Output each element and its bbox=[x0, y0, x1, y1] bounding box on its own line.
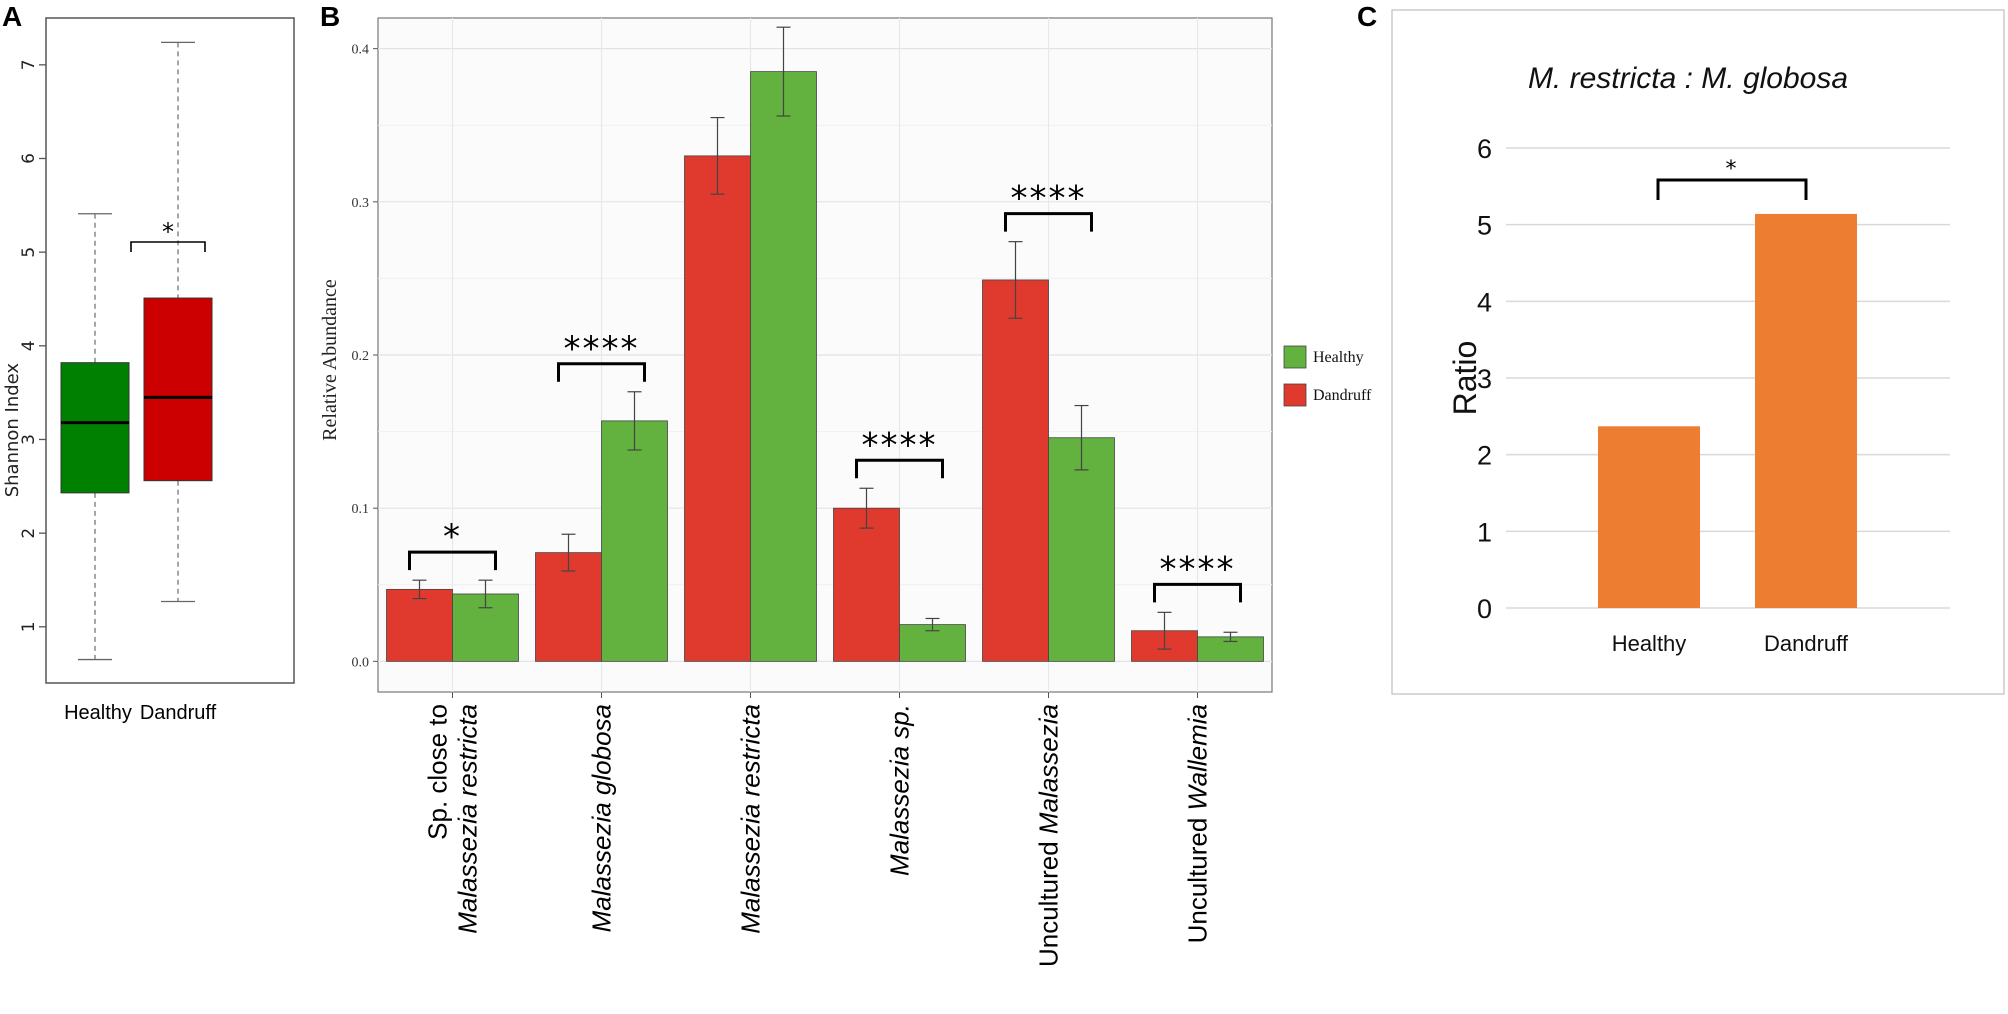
panel-a-y-tick-label: 7 bbox=[19, 59, 39, 70]
panel-b: B 0.00.10.20.30.4 ***************** Sp. … bbox=[319, 1, 1372, 967]
panel-a-y-tick-label: 6 bbox=[19, 153, 39, 164]
panel-b-category-label-part: Sp. close to bbox=[423, 704, 453, 840]
panel-a-y-tick-label: 5 bbox=[19, 247, 39, 258]
panel-b-significance-bracket bbox=[1153, 582, 1242, 603]
panel-a-y-tick-label: 3 bbox=[19, 434, 39, 445]
panel-a-box bbox=[143, 297, 213, 482]
panel-c-y-tick-label: 6 bbox=[1477, 134, 1492, 164]
panel-b-y-tick-label: 0.2 bbox=[352, 349, 370, 364]
panel-b-y-tick-label: 0.0 bbox=[352, 655, 370, 670]
panel-b-category-label: Uncultured Wallemia bbox=[1183, 704, 1213, 943]
panel-a-significance-label: * bbox=[162, 218, 174, 246]
panel-b-category-label-part: Uncultured bbox=[1183, 810, 1213, 943]
panel-b-significance-label: **** bbox=[1160, 549, 1236, 589]
panel-a-y-tick-label: 4 bbox=[19, 340, 39, 351]
panel-b-category-label-part: Uncultured bbox=[1034, 834, 1064, 967]
panel-a-letter: A bbox=[2, 1, 22, 32]
panel-b-significance-bracket bbox=[557, 362, 646, 382]
panel-b-letter: B bbox=[320, 1, 340, 32]
panel-b-legend-swatch-healthy bbox=[1283, 345, 1307, 369]
panel-b-significance-bracket bbox=[1004, 212, 1093, 232]
panel-b-category-label-part: Malassezia bbox=[1034, 704, 1064, 834]
panel-c-significance-label: * bbox=[1726, 157, 1737, 182]
panel-c-bar bbox=[1598, 426, 1700, 608]
panel-b-legend-label: Dandruff bbox=[1313, 387, 1372, 404]
panel-c-significance-bracket bbox=[1656, 178, 1808, 200]
panel-b-category-label-part: Malassezia restricta bbox=[453, 704, 483, 934]
panel-b-significance-label: **** bbox=[564, 329, 640, 369]
panel-b-legend-label: Healthy bbox=[1313, 349, 1364, 366]
panel-b-significance-label: **** bbox=[1011, 179, 1087, 219]
panel-b-bar-healthy bbox=[601, 420, 668, 662]
panel-b-y-tick-label: 0.4 bbox=[352, 43, 370, 58]
panel-c-category-label: Dandruff bbox=[1764, 631, 1849, 656]
panel-a-y-tick-label: 1 bbox=[19, 621, 39, 632]
panel-c-y-tick-label: 2 bbox=[1477, 441, 1492, 471]
panel-b-bar-dandruff bbox=[833, 507, 900, 662]
panel-b-category-label-part: Malassezia globosa bbox=[587, 704, 617, 932]
panel-c-y-tick-label: 4 bbox=[1477, 287, 1492, 317]
panel-c-y-axis-label: Ratio bbox=[1447, 341, 1483, 416]
panel-c-letter: C bbox=[1357, 1, 1377, 32]
panel-b-category-label: Uncultured Malassezia bbox=[1034, 704, 1064, 967]
panel-a-y-tick-label: 2 bbox=[19, 528, 39, 539]
panel-b-y-tick-label: 0.3 bbox=[352, 196, 370, 211]
panel-b-bar-healthy bbox=[750, 71, 817, 662]
panel-c-frame bbox=[1391, 9, 2005, 695]
panel-c-title: M. restricta : M. globosa bbox=[1528, 62, 1848, 95]
panel-b-bar-healthy bbox=[1048, 437, 1115, 662]
panel-a-box bbox=[60, 362, 130, 494]
panel-b-significance-bracket bbox=[855, 458, 944, 479]
panel-a-category-label: Dandruff bbox=[140, 702, 217, 724]
panel-a-y-axis-label: Shannon Index bbox=[2, 363, 23, 498]
panel-c-category-label: Healthy bbox=[1612, 631, 1687, 656]
panel-c: C M. restricta : M. globosa 0 1 2 3 4 5 6 Heal… bbox=[1357, 1, 2005, 695]
panel-b-legend-swatch-dandruff bbox=[1283, 383, 1307, 407]
panel-b-legend: Healthy Dandruff bbox=[1283, 345, 1372, 407]
panel-b-category-label-part: Malassezia sp. bbox=[885, 704, 915, 876]
panel-b-significance-label: * bbox=[443, 517, 462, 557]
panel-a-category-label: Healthy bbox=[64, 702, 132, 724]
panel-a-significance-bracket bbox=[130, 241, 206, 252]
panel-c-bar bbox=[1755, 213, 1857, 608]
panel-b-bar-dandruff bbox=[982, 279, 1049, 662]
panel-b-y-axis-label: Relative Abundance bbox=[319, 279, 341, 441]
panel-a: A 1 2 3 4 5 6 7 Healthy Dandruff * Shannon Inde… bbox=[2, 1, 295, 724]
panel-b-category-label: Sp. close toMalassezia restricta bbox=[423, 704, 483, 934]
panel-b-significance-bracket bbox=[408, 550, 497, 571]
panel-b-y-tick-label: 0.1 bbox=[352, 502, 370, 517]
panel-c-y-tick-label: 3 bbox=[1477, 364, 1492, 394]
panel-c-y-tick-label: 0 bbox=[1477, 594, 1492, 624]
panel-b-category-label: Malassezia sp. bbox=[885, 704, 915, 876]
panel-b-category-label-part: Wallemia bbox=[1183, 704, 1213, 810]
panel-b-significance-label: **** bbox=[862, 425, 938, 465]
panel-b-category-label: Malassezia restricta bbox=[736, 704, 766, 934]
panel-b-category-label: Malassezia globosa bbox=[587, 704, 617, 932]
panel-c-y-tick-label: 1 bbox=[1477, 517, 1492, 547]
panel-b-category-label-part: Malassezia restricta bbox=[736, 704, 766, 934]
panel-a-plot-frame bbox=[45, 17, 295, 684]
panel-c-y-tick-label: 5 bbox=[1477, 211, 1492, 241]
panel-b-bar-dandruff bbox=[684, 155, 751, 662]
panel-b-bar-dandruff bbox=[386, 588, 453, 662]
